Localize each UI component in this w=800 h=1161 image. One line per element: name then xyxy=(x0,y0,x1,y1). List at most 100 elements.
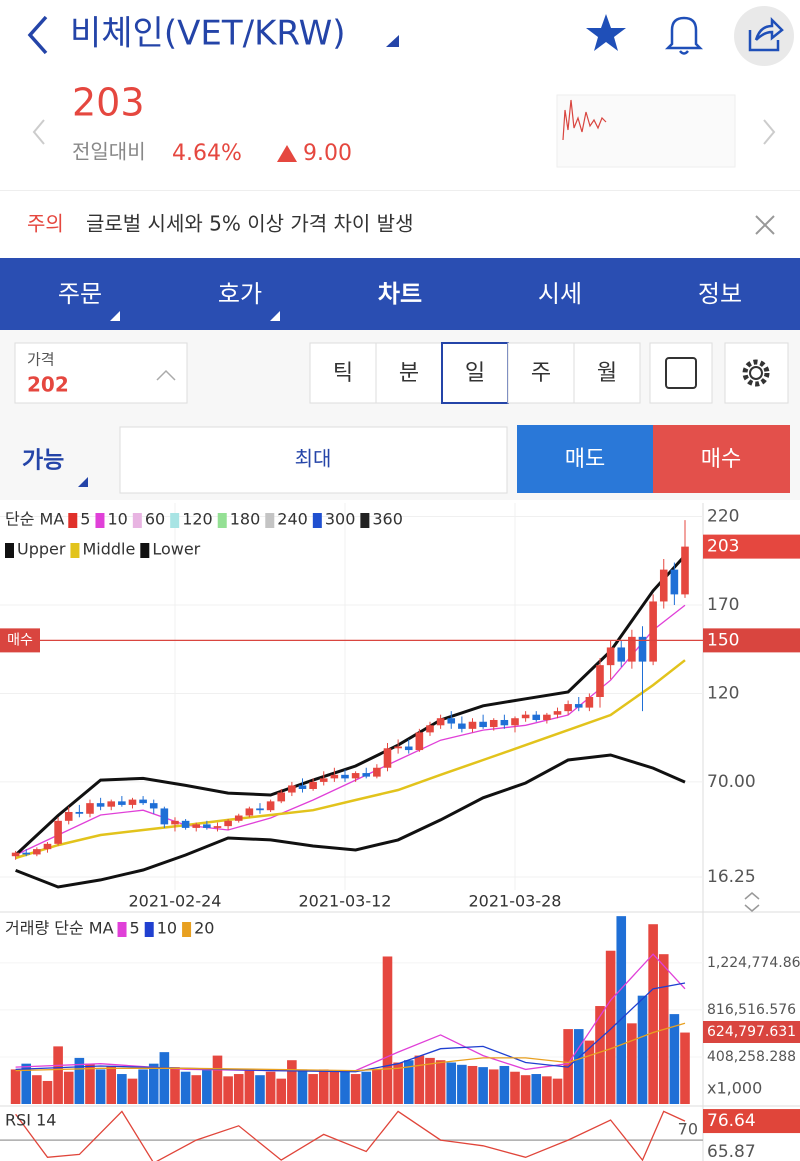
sparkline-box xyxy=(556,94,736,168)
volume-bar xyxy=(595,1006,605,1104)
legend-label: Upper xyxy=(17,540,66,559)
series-line xyxy=(15,953,686,1072)
volume-bar xyxy=(308,1074,318,1104)
candle-body xyxy=(149,803,158,809)
legend-swatch xyxy=(182,922,192,937)
candle-body xyxy=(234,815,243,821)
buy-line-value-box xyxy=(703,628,800,653)
legend-swatch xyxy=(170,513,180,528)
current-price-box xyxy=(703,534,800,559)
candle-body xyxy=(659,569,668,602)
tab[interactable]: 주문 xyxy=(58,280,102,308)
y-tick-label: 16.25 xyxy=(707,867,756,887)
volume-bar xyxy=(435,1060,446,1104)
candle-body xyxy=(415,732,424,751)
legend-title: 단순 MA xyxy=(5,510,64,529)
y-tick-label: 170 xyxy=(707,595,739,615)
sell-button[interactable] xyxy=(517,425,653,493)
available-label[interactable]: 가능 xyxy=(22,448,64,474)
candle-body xyxy=(628,636,636,662)
volume-bar xyxy=(42,1080,53,1104)
period-button[interactable] xyxy=(309,342,377,404)
candle-body xyxy=(277,792,286,802)
volume-bar xyxy=(138,1069,148,1104)
alarm-bell[interactable] xyxy=(664,16,704,55)
y-tick-label: 408,258.288 xyxy=(707,1049,796,1065)
candle-body xyxy=(181,820,190,828)
volume-bar xyxy=(117,1074,127,1104)
favorite-star[interactable] xyxy=(586,14,626,51)
candle-body xyxy=(64,811,73,821)
tab[interactable]: 정보 xyxy=(698,280,742,308)
candle-body xyxy=(139,799,147,804)
candle-body xyxy=(213,826,222,828)
checkbox-button[interactable] xyxy=(649,342,713,404)
current-price-label: 203 xyxy=(707,537,739,557)
candle-body xyxy=(394,746,402,749)
tab[interactable]: 호가 xyxy=(218,280,262,308)
volume-bar xyxy=(32,1075,42,1104)
candle-body xyxy=(362,773,371,777)
period-button[interactable] xyxy=(375,342,443,404)
pane-resize[interactable] xyxy=(744,892,760,912)
period-button[interactable] xyxy=(507,342,575,404)
next-coin[interactable] xyxy=(763,119,776,145)
period-button[interactable] xyxy=(573,342,641,404)
max-button[interactable] xyxy=(119,426,508,494)
volume-bar xyxy=(648,924,658,1104)
prev-coin[interactable] xyxy=(32,119,45,145)
settings-button[interactable] xyxy=(724,342,789,404)
candle-body xyxy=(436,718,445,726)
candle-body xyxy=(128,799,137,805)
volume-bar xyxy=(127,1078,138,1104)
price-stepper[interactable] xyxy=(156,369,176,381)
volume-bar xyxy=(350,1074,361,1104)
tab[interactable]: 차트 xyxy=(378,280,422,308)
share-button[interactable] xyxy=(748,16,784,52)
rsi-plot xyxy=(0,1110,703,1161)
legend-label: Middle xyxy=(82,540,135,559)
series-line xyxy=(15,659,686,860)
candle-body xyxy=(543,714,551,720)
series-line xyxy=(15,753,686,889)
price-input[interactable] xyxy=(14,342,188,404)
back-button[interactable] xyxy=(27,15,48,55)
divider xyxy=(0,190,800,191)
legend-label: 5 xyxy=(130,919,140,938)
volume-bar xyxy=(180,1071,191,1104)
volume-bar xyxy=(467,1065,478,1104)
candle-body xyxy=(426,725,434,733)
legend-label: 60 xyxy=(145,510,165,529)
candle-body xyxy=(22,852,31,855)
candle-body xyxy=(404,746,413,751)
volume-bar xyxy=(361,1071,372,1104)
volume-bar xyxy=(425,1057,435,1104)
volume-bar xyxy=(95,1069,106,1104)
change-percent: 4.64% xyxy=(172,141,242,166)
title-dropdown[interactable] xyxy=(386,35,399,47)
volume-last-label: 624,797.631 xyxy=(707,1024,796,1040)
tab[interactable]: 시세 xyxy=(538,280,582,308)
period-label: 주 xyxy=(531,361,551,386)
period-button[interactable] xyxy=(441,342,509,404)
y-tick-label: 816,516.576 xyxy=(707,1002,796,1018)
unit-note: x1,000 xyxy=(707,1079,762,1098)
candle-body xyxy=(319,778,328,782)
legend-label: 10 xyxy=(107,510,127,529)
buy-button[interactable] xyxy=(653,425,790,493)
settings-gear-hole xyxy=(749,366,763,380)
candle-body xyxy=(500,719,509,726)
notice-close[interactable] xyxy=(755,215,775,235)
candle-body xyxy=(266,801,275,811)
legend-swatch xyxy=(360,513,370,528)
volume-bar xyxy=(669,1014,680,1104)
settings-gear xyxy=(742,359,770,387)
volume-bar xyxy=(223,1076,233,1104)
buy-label: 매수 xyxy=(701,447,741,472)
notice-tag: 주의 xyxy=(27,212,64,236)
candle-body xyxy=(107,801,116,807)
y-tick-label: 120 xyxy=(707,683,739,703)
share-bg xyxy=(734,6,794,66)
current-price: 203 xyxy=(72,81,145,125)
series-line xyxy=(15,1022,686,1072)
